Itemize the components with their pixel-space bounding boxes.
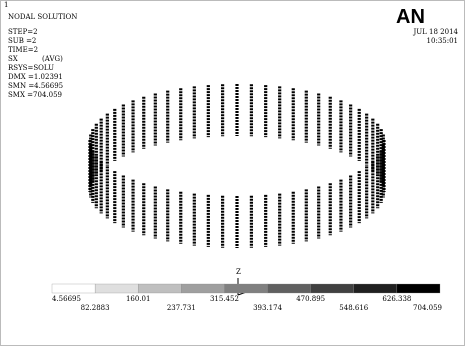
result-qualifier: (AVG) xyxy=(42,55,63,63)
title: NODAL SOLUTION xyxy=(8,13,77,21)
result-name: SX xyxy=(8,55,18,63)
legend-band xyxy=(311,284,354,293)
viewport: 1 NODAL SOLUTION STEP=2 SUB =2 TIME=2 SX… xyxy=(0,0,465,346)
stat-line: RSYS=SOLU xyxy=(8,64,54,72)
legend-band xyxy=(397,284,440,293)
legend-band xyxy=(181,284,224,293)
stat-line: DMX =1.02391 xyxy=(8,73,63,81)
legend-label: 237.731 xyxy=(167,304,196,312)
legend-band xyxy=(268,284,311,293)
legend-band xyxy=(354,284,397,293)
legend-label: 82.2883 xyxy=(81,304,110,312)
frame xyxy=(1,1,465,346)
legend-label: 4.56695 xyxy=(52,295,81,303)
info-line: SUB =2 xyxy=(8,37,36,45)
legend-band xyxy=(95,284,138,293)
date: JUL 18 2014 xyxy=(412,28,458,36)
legend-label: 704.059 xyxy=(413,304,442,312)
legend-band xyxy=(224,284,267,293)
legend-label: 160.01 xyxy=(126,295,151,303)
legend-label: 315.452 xyxy=(210,295,239,303)
legend-label: 470.895 xyxy=(296,295,325,303)
time: 10:35:01 xyxy=(427,37,458,45)
legend-band xyxy=(52,284,95,293)
stat-line: SMN =4.56695 xyxy=(8,82,63,90)
info-line: TIME=2 xyxy=(8,46,38,54)
window-number: 1 xyxy=(4,1,8,9)
logo: AN xyxy=(396,6,425,28)
stat-line: SMX =704.059 xyxy=(8,91,62,99)
legend-label: 393.174 xyxy=(253,304,282,312)
legend-label: 626.338 xyxy=(382,295,411,303)
legend-band xyxy=(138,284,181,293)
legend-label: 548.616 xyxy=(339,304,368,312)
triad-label: Z xyxy=(236,268,241,276)
screen: 1 NODAL SOLUTION STEP=2 SUB =2 TIME=2 SX… xyxy=(0,0,465,346)
info-line: STEP=2 xyxy=(8,28,38,36)
